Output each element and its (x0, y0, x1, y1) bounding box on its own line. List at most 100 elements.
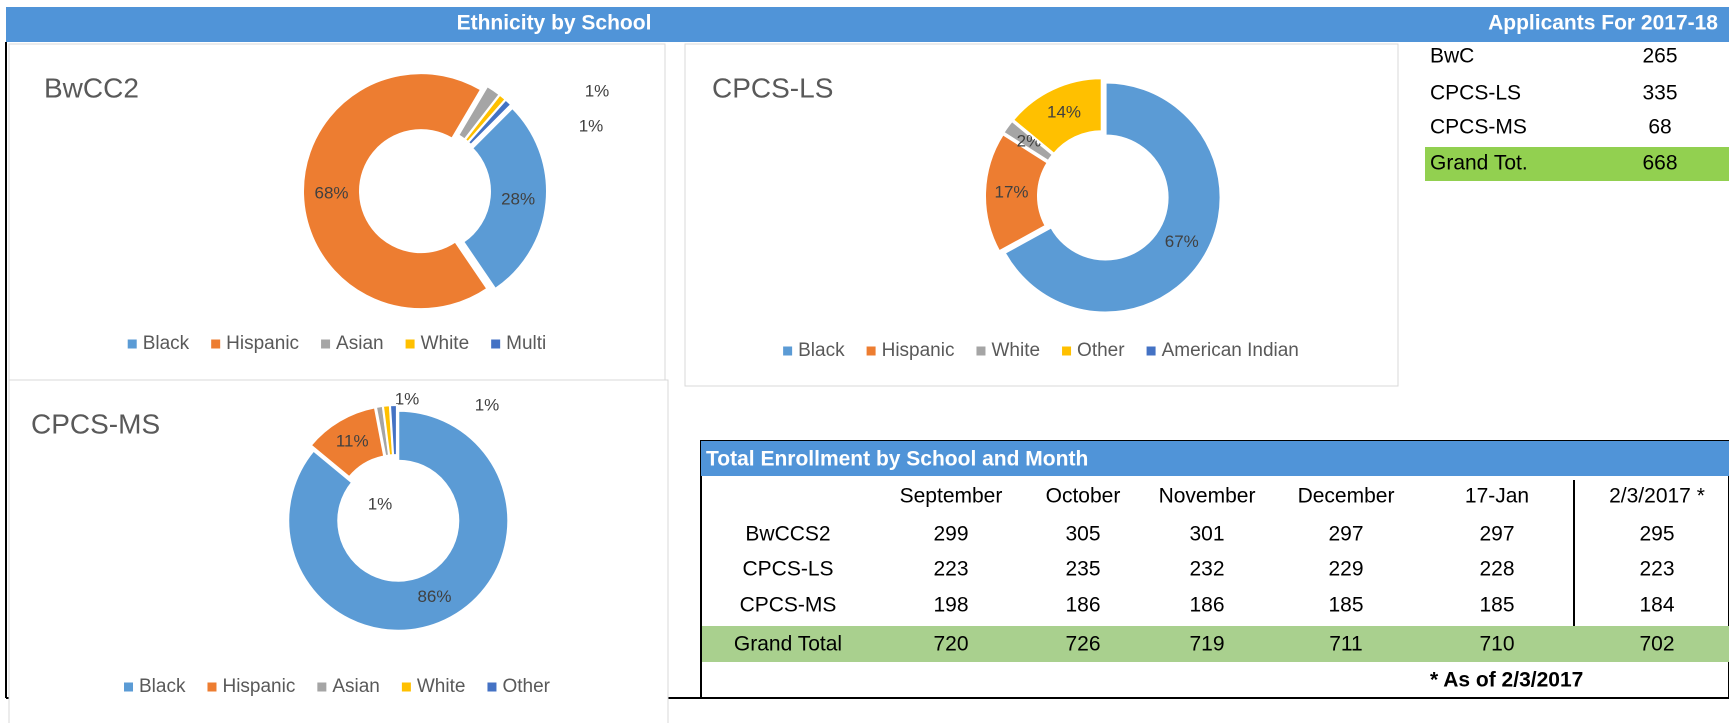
column-header: November (1159, 485, 1256, 508)
cell: 235 (1065, 558, 1100, 581)
legend-label: Black (798, 340, 845, 361)
cell: 186 (1065, 594, 1100, 617)
total-cell: 720 (933, 633, 968, 656)
donut-slice (287, 409, 510, 632)
applicant-total-label: Grand Tot. (1430, 152, 1528, 175)
legend-marker (866, 346, 876, 356)
applicant-count: 68 (1648, 116, 1671, 139)
legend-label: American Indian (1162, 340, 1299, 361)
header-right-title: Applicants For 2017-18 (1488, 12, 1718, 35)
legend-label: Hispanic (222, 676, 295, 697)
donut-slice (984, 132, 1050, 253)
row-label: BwCCS2 (745, 523, 830, 546)
chart-title: BwCC2 (44, 72, 139, 103)
donut-slice (1003, 81, 1222, 314)
applicant-school: CPCS-MS (1430, 116, 1527, 139)
total-cell: 711 (1329, 633, 1362, 656)
legend-marker (487, 682, 497, 692)
data-label: 68% (315, 183, 349, 202)
total-cell: 719 (1189, 633, 1224, 656)
legend-marker (211, 339, 221, 349)
applicant-school: BwC (1430, 45, 1474, 68)
legend-marker (976, 346, 986, 356)
row-label: CPCS-LS (742, 558, 833, 581)
data-label: 17% (995, 183, 1029, 202)
data-label: 1% (395, 389, 420, 408)
legend-marker (124, 682, 134, 692)
legend-label: Hispanic (882, 340, 955, 361)
cell: 198 (933, 594, 968, 617)
legend-marker (401, 682, 411, 692)
cell: 297 (1328, 523, 1363, 546)
data-label: 1% (475, 395, 500, 414)
legend-marker (321, 339, 331, 349)
donut-slice (466, 98, 513, 147)
header-left-title: Ethnicity by School (457, 12, 652, 35)
legend-label: White (417, 676, 466, 697)
total-cell: 726 (1065, 633, 1100, 656)
legend-marker (405, 339, 415, 349)
data-label: 86% (417, 587, 451, 606)
cell: 184 (1639, 594, 1674, 617)
legend-label: Multi (506, 333, 546, 354)
data-label: 11% (336, 432, 369, 451)
applicant-total-value: 668 (1642, 152, 1677, 175)
cell: 185 (1328, 594, 1363, 617)
column-header: 17-Jan (1465, 485, 1529, 508)
header-bar (6, 7, 1729, 42)
data-label: 1% (579, 116, 604, 135)
data-label: 28% (501, 189, 535, 208)
legend-label: Other (502, 676, 550, 697)
data-label: 14% (1047, 103, 1081, 122)
column-header: September (900, 485, 1003, 508)
cell: 305 (1065, 523, 1100, 546)
total-label: Grand Total (734, 633, 842, 656)
donut-slice (388, 404, 398, 457)
column-header: December (1298, 485, 1395, 508)
chart-title: CPCS-LS (712, 72, 833, 103)
legend-label: Black (139, 676, 186, 697)
table-title: Total Enrollment by School and Month (706, 448, 1088, 471)
legend-label: Asian (332, 676, 380, 697)
cell: 186 (1189, 594, 1224, 617)
donut-slice (1002, 119, 1055, 163)
footnote: * As of 2/3/2017 (1430, 669, 1583, 692)
cell: 228 (1479, 558, 1514, 581)
cell: 229 (1328, 558, 1363, 581)
column-header: October (1046, 485, 1121, 508)
legend-marker (1146, 346, 1156, 356)
data-label: 1% (585, 81, 610, 100)
cell: 223 (933, 558, 968, 581)
legend-marker (783, 346, 793, 356)
cell: 232 (1189, 558, 1224, 581)
data-label: 1% (368, 494, 393, 513)
cell: 297 (1479, 523, 1514, 546)
cell: 185 (1479, 594, 1514, 617)
applicant-count: 335 (1642, 82, 1677, 105)
total-row-bg (1425, 147, 1729, 181)
legend-marker (207, 682, 217, 692)
chart-title: CPCS-MS (31, 408, 160, 439)
legend-label: Hispanic (226, 333, 299, 354)
cell: 223 (1639, 558, 1674, 581)
legend-label: White (991, 340, 1040, 361)
legend-label: Asian (336, 333, 384, 354)
enrollment-total-bg (702, 626, 1729, 662)
legend-marker (127, 339, 137, 349)
total-cell: 702 (1639, 633, 1674, 656)
donut-slice (1011, 77, 1103, 156)
applicant-school: CPCS-LS (1430, 82, 1521, 105)
legend-marker (1062, 346, 1072, 356)
legend-label: Other (1077, 340, 1125, 361)
applicant-count: 265 (1642, 45, 1677, 68)
total-cell: 710 (1479, 633, 1514, 656)
cell: 301 (1189, 523, 1224, 546)
data-label: 67% (1165, 232, 1199, 251)
donut-slice (302, 72, 489, 311)
legend-marker (491, 339, 501, 349)
cell: 299 (933, 523, 968, 546)
row-label: CPCS-MS (740, 594, 837, 617)
legend-label: Black (143, 333, 190, 354)
